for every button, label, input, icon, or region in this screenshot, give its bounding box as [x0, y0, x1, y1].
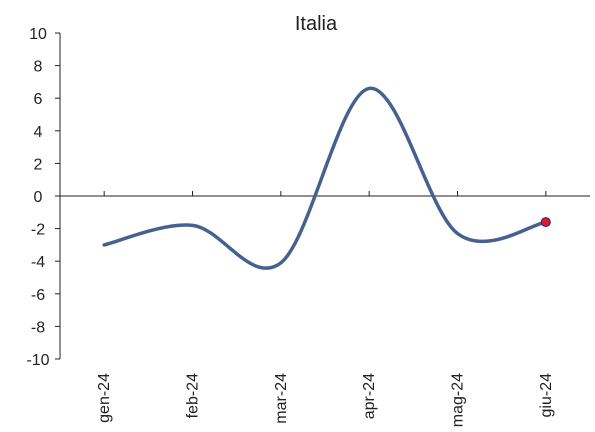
x-tick-label: giu-24: [538, 373, 555, 418]
y-tick-label: 6: [34, 91, 43, 108]
y-tick-label: 4: [34, 124, 43, 141]
y-tick-label: -6: [31, 287, 45, 304]
x-tick-label: feb-24: [185, 373, 202, 418]
y-tick-label: -10: [26, 352, 49, 369]
x-tick-label: mag-24: [450, 373, 467, 427]
y-tick-label: -2: [31, 222, 45, 239]
y-tick-label: 0: [34, 189, 43, 206]
x-tick-label: apr-24: [361, 373, 378, 419]
y-tick-label: 2: [34, 156, 43, 173]
x-tick-label: gen-24: [96, 373, 113, 423]
y-axis-ticks: 10 8 6 4 2 0 -2 -4 -6 -8 -10: [26, 26, 60, 369]
y-tick-label: -8: [31, 319, 45, 336]
last-point-marker: [540, 217, 551, 228]
chart-title: Italia: [295, 13, 338, 35]
y-tick-label: -4: [31, 254, 45, 271]
y-tick-label: 8: [34, 59, 43, 76]
x-axis-ticks: gen-24 feb-24 mar-24 apr-24 mag-24 giu-24: [96, 191, 555, 427]
y-tick-label: 10: [29, 26, 47, 43]
x-tick-label: mar-24: [273, 373, 290, 424]
series-line-italia: [102, 86, 548, 270]
